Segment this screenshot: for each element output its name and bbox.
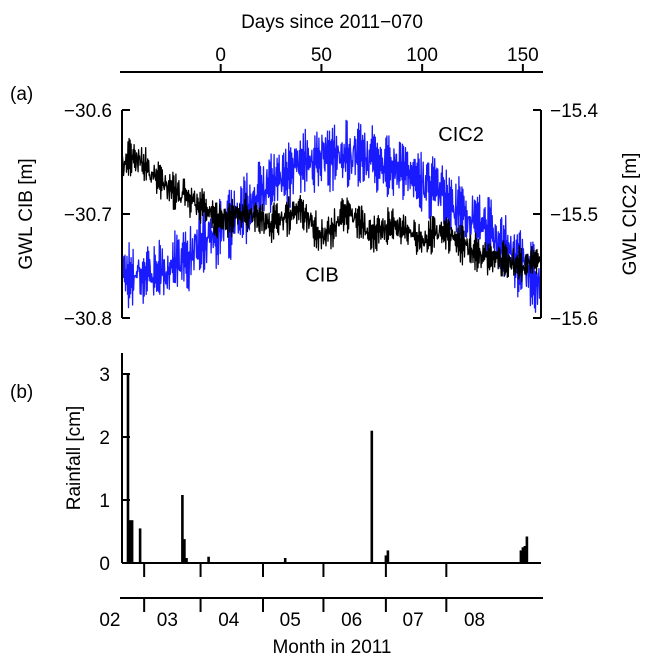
panel-a-left-ylabel: GWL CIB [m] bbox=[16, 158, 37, 269]
top-tick-label: 100 bbox=[406, 45, 438, 66]
top-tick-label: 50 bbox=[311, 45, 332, 66]
month-label: 03 bbox=[157, 610, 178, 631]
series-label-cib: CIB bbox=[305, 265, 338, 287]
right-tick-label: −15.4 bbox=[550, 101, 599, 122]
left-tick-label: −30.8 bbox=[64, 309, 112, 330]
rain-bar bbox=[183, 539, 186, 563]
series-label-cic2: CIC2 bbox=[438, 124, 484, 146]
series-cic2-line bbox=[122, 119, 541, 313]
rain-bar bbox=[525, 536, 529, 563]
rain-bar bbox=[128, 520, 132, 563]
rain-bar bbox=[386, 550, 390, 563]
left-tick-label: −30.6 bbox=[64, 101, 112, 122]
panel-a-series bbox=[122, 119, 541, 313]
bottom-axis-label: Month in 2011 bbox=[272, 637, 391, 658]
rain-bar bbox=[283, 558, 287, 563]
panel-b-bars bbox=[126, 374, 529, 564]
month-label: 08 bbox=[464, 610, 485, 631]
top-day-axis: Days since 2011−070 0 50 100 150 bbox=[120, 12, 543, 73]
panel-b: (b) 0 1 2 3 Rainfall [cm] bbox=[10, 353, 541, 575]
panel-a: (a) −30.6 −30.7 −30.8 −15.4 −15.5 −15.6 GWL … bbox=[10, 84, 641, 330]
y-tick-label: 0 bbox=[99, 554, 110, 575]
rain-bar bbox=[130, 520, 134, 563]
left-tick-label: −30.7 bbox=[64, 205, 112, 226]
series-cib-line bbox=[122, 137, 541, 283]
rain-bar bbox=[521, 547, 525, 564]
y-tick-label: 2 bbox=[99, 428, 110, 449]
right-tick-label: −15.5 bbox=[550, 205, 598, 226]
panel-b-ylabel: Rainfall [cm] bbox=[64, 406, 85, 511]
right-tick-label: −15.6 bbox=[550, 309, 598, 330]
y-tick-label: 3 bbox=[99, 365, 110, 386]
rain-bar bbox=[370, 430, 374, 563]
rain-bar bbox=[181, 495, 184, 563]
panel-a-annotations: CIC2 CIB bbox=[305, 124, 484, 286]
month-label: 06 bbox=[341, 610, 362, 631]
rain-bar bbox=[519, 550, 523, 563]
panel-a-left-ticks: −30.6 −30.7 −30.8 bbox=[64, 101, 130, 330]
top-axis-label: Days since 2011−070 bbox=[241, 12, 423, 33]
panel-a-right-ylabel: GWL CIC2 [m] bbox=[620, 153, 641, 276]
month-label: 04 bbox=[218, 610, 240, 631]
rain-bar bbox=[207, 556, 210, 563]
panel-b-label: (b) bbox=[10, 382, 33, 403]
panel-a-label: (a) bbox=[10, 84, 33, 105]
top-axis-ticks: 0 50 100 150 bbox=[215, 45, 539, 72]
month-boundary-ticks bbox=[143, 563, 448, 612]
bottom-month-axis: 02 03 04 05 06 07 08 Month in 2011 bbox=[99, 563, 543, 658]
rain-bar bbox=[126, 374, 130, 563]
y-tick-label: 1 bbox=[99, 491, 110, 512]
month-label: 02 bbox=[99, 610, 120, 631]
rain-bar bbox=[523, 546, 527, 563]
month-label: 05 bbox=[280, 610, 301, 631]
month-labels: 02 03 04 05 06 07 08 bbox=[99, 610, 485, 631]
top-tick-label: 150 bbox=[507, 45, 539, 66]
rain-bar bbox=[384, 555, 388, 563]
month-label: 07 bbox=[403, 610, 424, 631]
top-tick-label: 0 bbox=[215, 45, 226, 66]
rain-bar bbox=[185, 558, 188, 563]
rain-bar bbox=[138, 528, 142, 564]
panel-b-y-ticks: 0 1 2 3 bbox=[99, 365, 130, 575]
panel-a-right-ticks: −15.4 −15.5 −15.6 bbox=[533, 101, 599, 330]
